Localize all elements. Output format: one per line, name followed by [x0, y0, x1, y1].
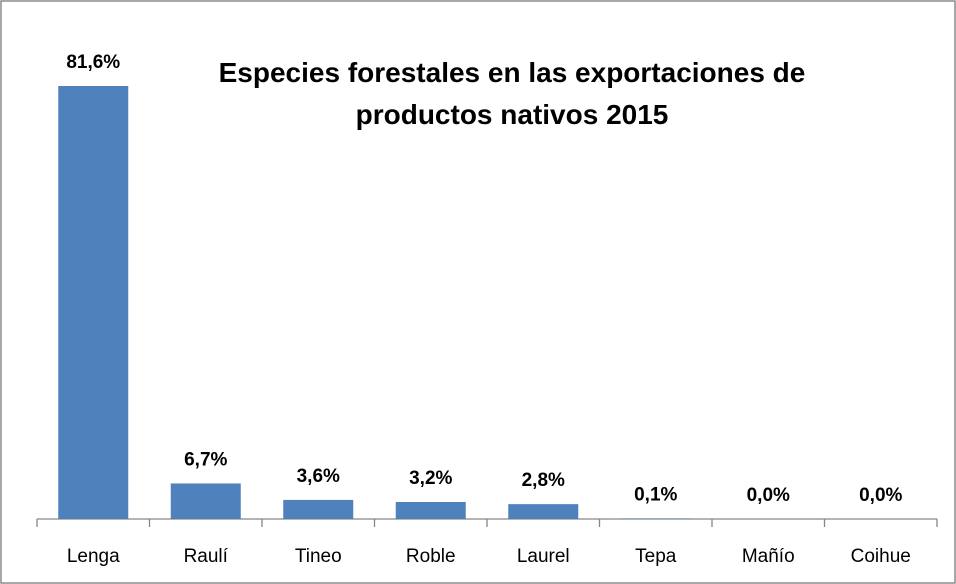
x-tick-label: Laurel	[517, 546, 570, 567]
x-tick-label: Roble	[406, 546, 456, 567]
x-tick-label: Tineo	[295, 546, 342, 567]
bar	[58, 86, 129, 519]
x-tick-label: Lenga	[67, 546, 120, 567]
data-label: 3,6%	[297, 466, 340, 487]
data-label: 6,7%	[184, 449, 227, 470]
x-tick-label: Mañío	[742, 546, 795, 567]
bar	[620, 518, 691, 519]
x-tick-label: Tepa	[635, 546, 677, 567]
bar	[170, 483, 241, 519]
data-label: 2,8%	[522, 470, 565, 491]
data-label: 81,6%	[66, 52, 120, 73]
x-tick-label: Coihue	[851, 546, 911, 567]
data-label: 0,0%	[859, 485, 902, 506]
data-label: 3,2%	[409, 468, 452, 489]
x-tick-label: Raulí	[184, 546, 229, 567]
bar	[508, 504, 579, 519]
data-label: 0,0%	[747, 485, 790, 506]
chart-title: Especies forestales en las exportaciones…	[218, 57, 806, 130]
data-label: 0,1%	[634, 484, 677, 505]
bar	[283, 499, 354, 519]
bar	[395, 502, 466, 519]
